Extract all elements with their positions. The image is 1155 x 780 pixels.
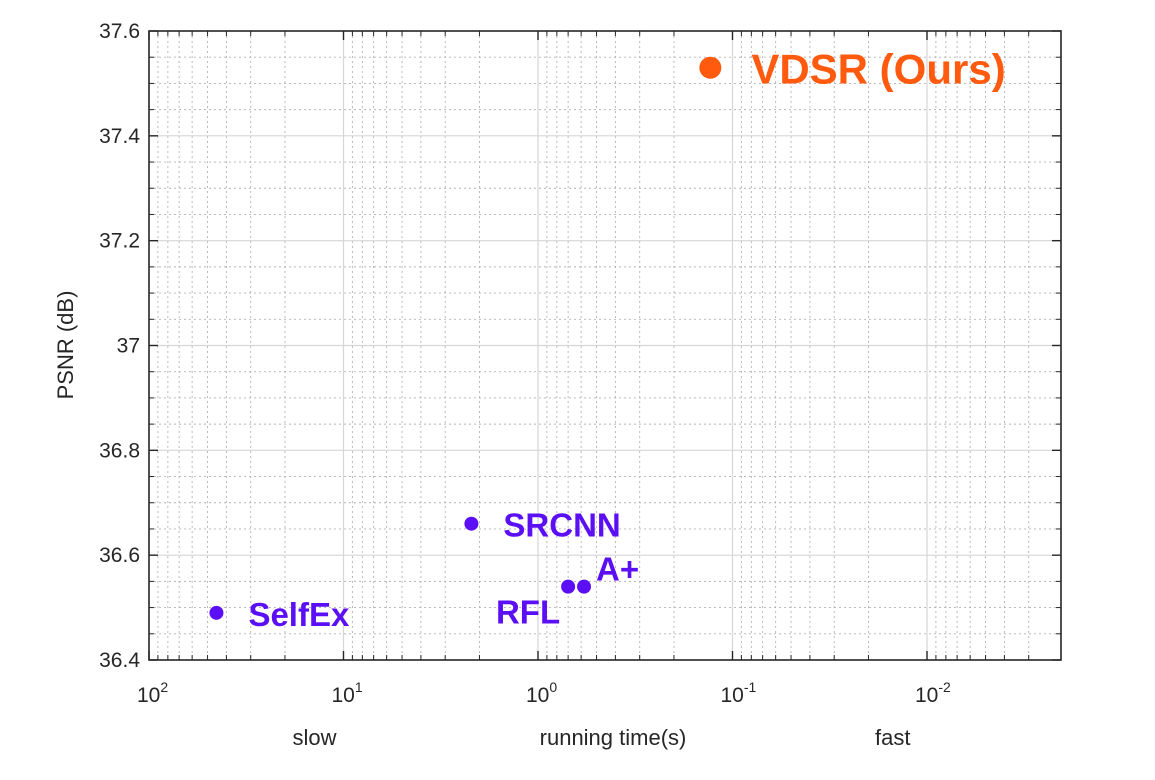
point-selfex xyxy=(209,605,224,620)
y-tick-labels: 36.4 36.6 36.8 37 37.2 37.4 37.6 xyxy=(99,20,140,672)
point-srcnn xyxy=(464,516,479,531)
y-tick-label: 36.4 xyxy=(99,649,140,672)
major-grid xyxy=(149,31,1061,660)
y-tick-label: 37 xyxy=(117,335,140,358)
point-a xyxy=(577,579,592,594)
y-tick-label: 36.8 xyxy=(99,439,140,462)
label-vdsr-ours: VDSR (Ours) xyxy=(751,46,1005,93)
y-tick-label: 37.2 xyxy=(99,230,140,253)
point-labels: SelfEx SRCNN RFL A+ VDSR (Ours) xyxy=(248,46,1005,633)
y-tick-label: 37.4 xyxy=(99,125,140,148)
x-tick-label: 10-2 xyxy=(915,679,951,707)
x-annotation-slow: slow xyxy=(292,725,336,750)
x-tick-label: 102 xyxy=(137,679,168,707)
point-rfl xyxy=(561,579,576,594)
y-tick-label: 37.6 xyxy=(99,20,140,43)
x-tick-label: 100 xyxy=(526,679,557,707)
minor-ticks xyxy=(149,31,1061,660)
x-tick-label: 10-1 xyxy=(721,679,757,707)
label-srcnn: SRCNN xyxy=(503,507,620,544)
data-points xyxy=(209,56,722,620)
x-tick-label: 101 xyxy=(332,679,363,707)
y-tick-label: 36.6 xyxy=(99,544,140,567)
plot-frame xyxy=(148,30,1062,661)
minor-grid xyxy=(149,31,1061,660)
label-rfl: RFL xyxy=(496,594,560,631)
x-axis-label: running time(s) xyxy=(540,725,687,750)
y-axis-label: PSNR (dB) xyxy=(53,291,78,400)
point-vdsr-ours xyxy=(699,56,722,79)
x-annotation-fast: fast xyxy=(875,725,910,750)
label-selfex: SelfEx xyxy=(248,596,350,633)
x-tick-labels: 102 101 100 10-1 10-2 xyxy=(137,679,951,707)
label-a: A+ xyxy=(596,551,639,588)
